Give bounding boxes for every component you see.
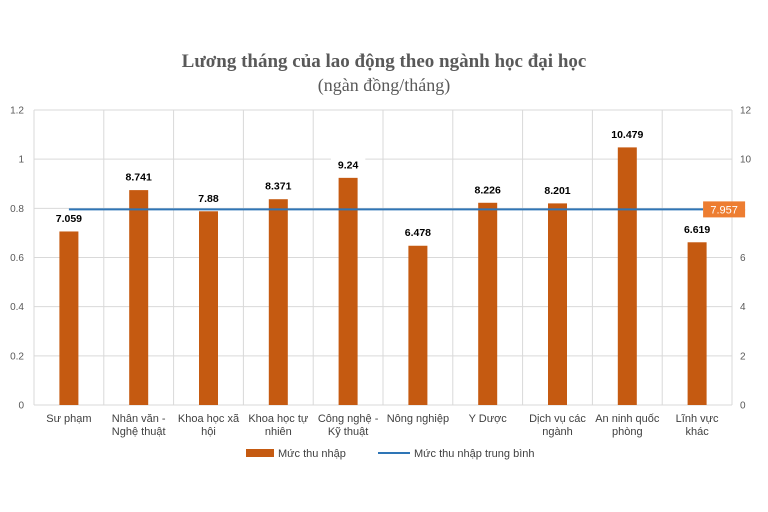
category-label: hội — [201, 426, 216, 438]
legend-swatch-bar — [246, 449, 274, 457]
chart-subtitle: (ngàn đồng/tháng) — [318, 75, 450, 96]
bar — [548, 203, 567, 405]
data-label-background — [676, 222, 718, 237]
average-label-background — [703, 201, 746, 218]
bar — [687, 242, 707, 405]
left-tick-label: 0.8 — [10, 204, 24, 215]
legend-label-bar: Mức thu nhập — [278, 448, 346, 460]
bar — [129, 190, 149, 405]
right-tick-label: 12 — [740, 106, 752, 117]
bar — [338, 177, 358, 405]
right-tick-label: 2 — [740, 351, 746, 362]
bar-series: 7.059 8.741 7.88 8.371 9.24 6.478 8.226 8.201 10… — [48, 127, 718, 406]
bar — [478, 202, 498, 405]
left-tick-label: 0.2 — [10, 351, 24, 362]
data-label-background — [537, 183, 578, 198]
bar — [617, 147, 637, 406]
data-label: 8.371 — [265, 181, 291, 193]
category-label: Khoa học xã — [178, 413, 240, 425]
category-label: Kỹ thuật — [328, 426, 368, 438]
data-label: 8.741 — [126, 172, 152, 184]
bar — [59, 231, 79, 405]
category-label: Sư phạm — [46, 413, 91, 425]
right-tick-label: 10 — [740, 155, 752, 166]
average-line-series: 7.957 — [68, 201, 746, 218]
data-label-background — [191, 191, 226, 206]
category-label: Lĩnh vực — [676, 413, 719, 425]
data-label-background — [330, 157, 366, 172]
right-tick-label: 6 — [740, 253, 746, 264]
bar — [268, 199, 288, 405]
bar — [199, 211, 218, 405]
category-label: Nghệ thuật — [112, 426, 166, 438]
category-label: An ninh quốc — [595, 413, 660, 425]
data-label: 10.479 — [611, 129, 643, 141]
category-label: nhiên — [265, 426, 292, 438]
category-label: Khoa học tự — [248, 413, 309, 425]
gridlines — [33, 109, 733, 406]
category-label: Nhân văn - — [112, 413, 166, 425]
category-label: Nông nghiệp — [387, 413, 449, 425]
data-label-background — [467, 182, 509, 197]
left-tick-label: 0.6 — [10, 253, 24, 264]
data-label-background — [257, 179, 299, 194]
category-label: ngành — [542, 426, 573, 438]
data-label: 6.478 — [405, 227, 431, 239]
bar — [408, 245, 428, 405]
data-label-background — [603, 127, 652, 142]
left-tick-label: 0.4 — [10, 302, 24, 313]
category-label: khác — [685, 426, 709, 438]
data-label-background — [397, 225, 439, 240]
data-label: 6.619 — [684, 224, 710, 236]
legend: Mức thu nhập Mức thu nhập trung bình — [246, 448, 535, 460]
chart-title: Lương tháng của lao động theo ngành học … — [182, 51, 587, 72]
right-tick-label: 0 — [740, 401, 746, 412]
category-labels: Sư phạm Nhân văn -Nghệ thuật Khoa học xãhộ… — [46, 413, 719, 438]
left-tick-label: 1 — [18, 155, 24, 166]
left-tick-label: 0 — [18, 401, 24, 412]
data-label: 8.201 — [544, 185, 570, 197]
legend-label-line: Mức thu nhập trung bình — [414, 448, 535, 460]
data-label-background — [48, 211, 90, 226]
data-label: 8.226 — [475, 184, 501, 196]
category-label: phòng — [612, 426, 643, 438]
category-label: Dịch vụ các — [529, 413, 586, 425]
category-label: Y Dược — [469, 413, 508, 425]
data-label: 9.24 — [338, 159, 359, 171]
category-label: Công nghệ - — [318, 413, 379, 425]
data-label-background — [118, 170, 160, 185]
average-data-label: 7.957 — [710, 204, 738, 216]
data-label: 7.88 — [198, 193, 219, 205]
left-y-axis: 0 0.2 0.4 0.6 0.8 1 1.2 — [10, 106, 24, 412]
right-tick-label: 4 — [740, 302, 746, 313]
data-label: 7.059 — [56, 213, 82, 225]
left-tick-label: 1.2 — [10, 106, 24, 117]
